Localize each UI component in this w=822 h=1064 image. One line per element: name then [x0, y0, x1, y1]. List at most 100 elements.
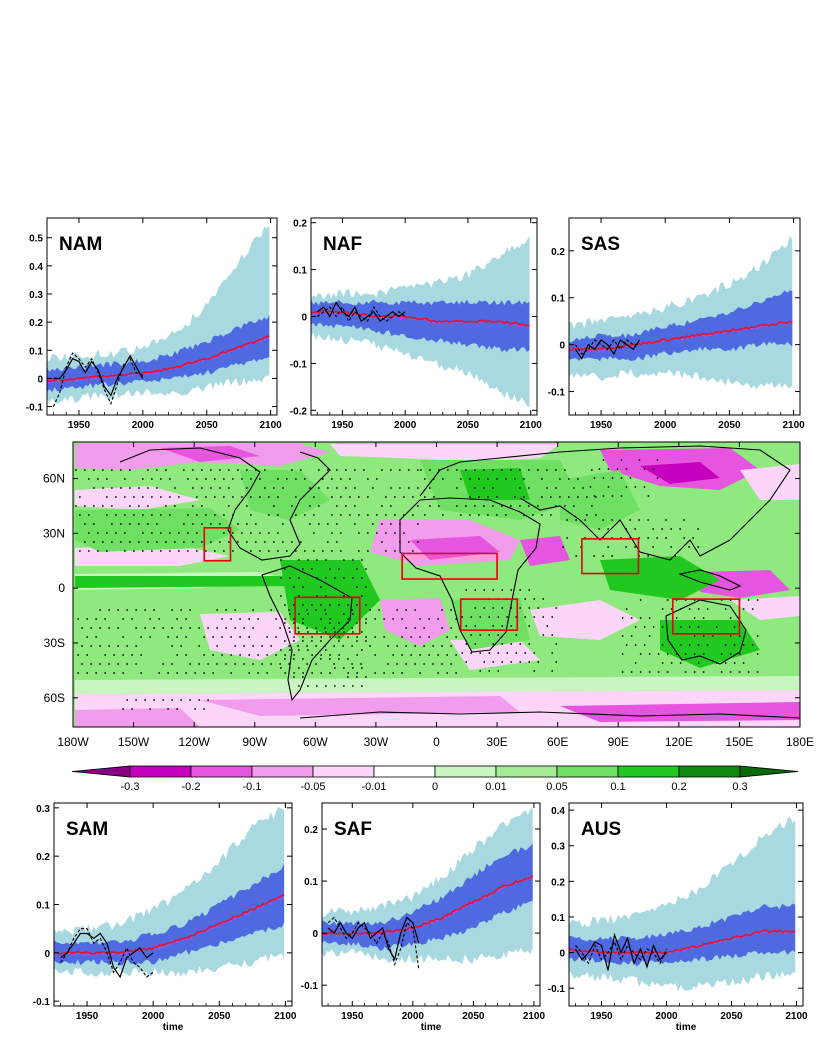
stipple-dot [272, 487, 275, 489]
stipple-dot [351, 559, 354, 561]
stipple-dot [634, 662, 637, 664]
stipple-dot [101, 487, 104, 489]
map-xtick-label: 120E [665, 735, 693, 749]
stipple-dot [319, 604, 322, 606]
stipple-dot [123, 514, 126, 516]
stipple-dot [432, 663, 435, 665]
stipple-dot [213, 514, 216, 516]
stipple-dot [656, 459, 659, 461]
ytick-label: 0.1 [551, 913, 565, 924]
stipple-dot [293, 672, 296, 674]
panel-plot-area [322, 807, 534, 970]
stipple-dot [117, 609, 120, 611]
stipple-dot [364, 568, 367, 570]
xtick-label: 1950 [341, 1011, 364, 1022]
stipple-dot [342, 685, 345, 687]
colorbar-segment [190, 765, 253, 778]
stipple-dot [114, 532, 117, 534]
stipple-dot [364, 676, 367, 678]
stipple-dot [706, 608, 709, 610]
stipple-dot [414, 609, 417, 611]
stipple-dot [519, 589, 522, 591]
stipple-dot [414, 645, 417, 647]
stipple-dot [375, 478, 378, 480]
stipple-dot [506, 616, 509, 618]
stipple-dot [90, 645, 93, 647]
stipple-dot [216, 645, 219, 647]
colorbar: -0.3 -0.2 -0.1 -0.05 -0.01 0 0.01 0.05 0.1 0.2 0.3 [71, 765, 799, 793]
stipple-dot [77, 654, 80, 656]
anomaly-patch [640, 462, 720, 484]
stipple-dot [360, 649, 363, 651]
observation-line [316, 301, 406, 323]
stipple-dot [119, 469, 122, 471]
anomaly-field [75, 444, 800, 727]
stipple-dot [86, 672, 89, 674]
stipple-dot [126, 699, 129, 701]
stipple-dot [428, 618, 431, 620]
stipple-dot [729, 617, 732, 619]
stipple-dot [230, 654, 233, 656]
xtick-label: 2050 [208, 1011, 231, 1022]
anomaly-patch [560, 470, 640, 530]
stipple-dot [168, 550, 171, 552]
spread-inner-band [47, 314, 270, 393]
stipple-dot [315, 685, 318, 687]
stipple-dot [137, 541, 140, 543]
stipple-dot [270, 609, 273, 611]
stipple-dot [383, 636, 386, 638]
stipple-dot [231, 478, 234, 480]
stipple-dot [137, 505, 140, 507]
stipple-dot [317, 469, 320, 471]
stipple-dot [105, 496, 108, 498]
stipple-dot [92, 469, 95, 471]
stipple-dot [437, 469, 440, 471]
stipple-dot [236, 469, 239, 471]
stipple-dot [441, 645, 444, 647]
region-box-sas [581, 538, 640, 575]
stipple-dot [216, 627, 219, 629]
stipple-dot [497, 670, 500, 672]
stipple-dot [593, 477, 596, 479]
spread-inner-band [311, 299, 530, 353]
stipple-dot [310, 640, 313, 642]
stipple-dot [428, 505, 431, 507]
stipple-dot [688, 644, 691, 646]
stipple-dot [355, 640, 358, 642]
stipple-dot [279, 559, 282, 561]
observation-line [574, 339, 641, 360]
stipple-dot [209, 523, 212, 525]
stipple-dot [384, 550, 387, 552]
ytick-label: -0.1 [548, 388, 566, 399]
stipple-dot [554, 487, 557, 489]
stipple-dot [302, 636, 305, 638]
stipple-dot [149, 618, 152, 620]
stipple-dot [515, 634, 518, 636]
xtick-label: 2050 [196, 420, 219, 431]
stipple-dot [355, 604, 358, 606]
xtick-label: 2000 [132, 420, 155, 431]
stipple-dot [297, 577, 300, 579]
ensemble-mean-line [322, 875, 534, 935]
stipple-dot [625, 608, 628, 610]
stipple-dot [455, 654, 458, 656]
stipple-dot [279, 649, 282, 651]
stipple-dot [146, 505, 149, 507]
stipple-dot [288, 645, 291, 647]
stipple-dot [189, 699, 192, 701]
stipple-dot [506, 652, 509, 654]
stipple-dot [518, 505, 521, 507]
stipple-dot [195, 550, 198, 552]
stipple-dot [528, 661, 531, 663]
stipple-dot [149, 636, 152, 638]
stipple-dot [337, 568, 340, 570]
stipple-dot [330, 532, 333, 534]
coastline-africa [399, 497, 541, 653]
stipple-dot [303, 550, 306, 552]
region-box-nam [203, 527, 232, 562]
stipple-dot [398, 541, 401, 543]
stipple-dot [324, 645, 327, 647]
stipple-dot [95, 672, 98, 674]
ensemble-mean-alt-line [322, 877, 534, 937]
stipple-dot [168, 514, 171, 516]
